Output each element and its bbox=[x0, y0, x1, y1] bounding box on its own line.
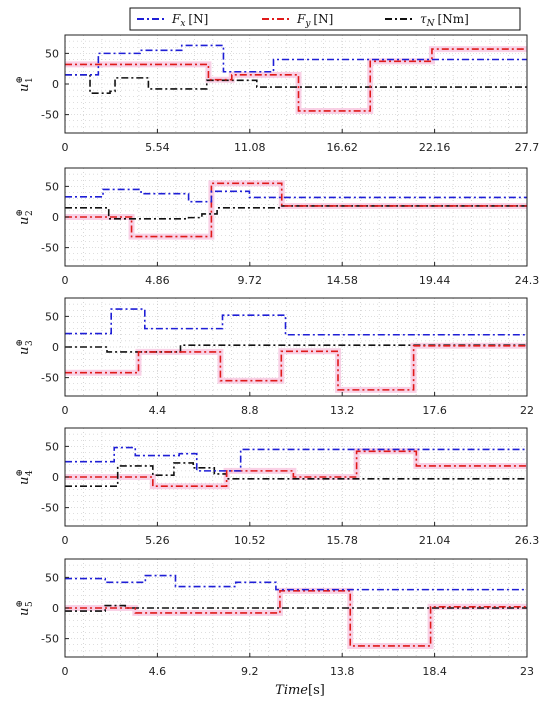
y-tick-label: 50 bbox=[45, 47, 59, 60]
series-line-fx bbox=[65, 188, 527, 203]
y-axis-label-sub: 4 bbox=[25, 470, 35, 476]
x-tick-label: 26.3 bbox=[515, 534, 540, 547]
series-line-tau bbox=[65, 74, 527, 94]
x-tick-label: 16.62 bbox=[326, 141, 358, 154]
series-line-tau bbox=[65, 344, 527, 353]
x-tick-label: 14.58 bbox=[326, 274, 358, 287]
y-tick-label: -50 bbox=[41, 502, 59, 515]
subplot-2: -50 0 50 0 4.86 9.72 14.58 19.44 24.3 u⊕2 bbox=[15, 167, 540, 287]
subplot-1: -50 0 50 0 5.54 11.08 16.62 22.16 27.7 u⊕1 bbox=[15, 34, 540, 154]
x-tick-label: 0 bbox=[62, 404, 69, 417]
x-tick-label: 27.7 bbox=[515, 141, 540, 154]
y-axis-label-sub: 2 bbox=[25, 210, 35, 216]
y-tick-label: -50 bbox=[41, 372, 59, 385]
y-axis-label-symbol: u bbox=[17, 217, 32, 225]
x-tick-label: 21.04 bbox=[419, 534, 451, 547]
legend-text-fx: Fx [N] bbox=[171, 12, 208, 29]
x-tick-label: 23 bbox=[520, 665, 534, 678]
x-tick-label: 18.4 bbox=[422, 665, 447, 678]
y-axis-label-sub: 3 bbox=[25, 340, 35, 346]
y-axis-label-symbol: u bbox=[17, 84, 32, 92]
x-tick-label: 0 bbox=[62, 534, 69, 547]
series-line-fy bbox=[65, 450, 527, 487]
x-tick-label: 8.8 bbox=[241, 404, 259, 417]
series-line-tau bbox=[65, 205, 527, 220]
y-tick-label: 0 bbox=[52, 602, 59, 615]
subplot-3: -50 0 50 0 4.4 8.8 13.2 17.6 22 u⊕3 bbox=[15, 297, 534, 417]
x-tick-label: 4.86 bbox=[145, 274, 170, 287]
y-tick-label: 0 bbox=[52, 471, 59, 484]
y-axis-label-sub: 1 bbox=[25, 77, 35, 83]
y-axis-label: u⊕1 bbox=[15, 76, 35, 92]
legend-entry-tau: τN [Nm] bbox=[385, 12, 469, 29]
legend-entry-fy: Fy [N] bbox=[262, 12, 333, 29]
y-tick-label: -50 bbox=[41, 109, 59, 122]
y-axis-label: u⊕4 bbox=[15, 469, 35, 485]
legend-text-tau: τN [Nm] bbox=[420, 12, 469, 29]
y-axis-label-symbol: u bbox=[17, 347, 32, 355]
x-tick-label: 19.44 bbox=[419, 274, 451, 287]
x-tick-label: 0 bbox=[62, 274, 69, 287]
x-tick-label: 4.4 bbox=[149, 404, 167, 417]
y-tick-label: -50 bbox=[41, 242, 59, 255]
x-tick-label: 10.52 bbox=[234, 534, 266, 547]
x-tick-label: 17.6 bbox=[422, 404, 447, 417]
x-tick-label: 4.6 bbox=[149, 665, 167, 678]
series-line-tau bbox=[65, 604, 527, 612]
x-tick-label: 0 bbox=[62, 141, 69, 154]
x-tick-label: 11.08 bbox=[234, 141, 266, 154]
x-tick-label: 22 bbox=[520, 404, 534, 417]
x-tick-label: 5.26 bbox=[145, 534, 170, 547]
series-line-tau bbox=[65, 462, 527, 487]
y-axis-label-sup: ⊕ bbox=[15, 209, 25, 217]
y-axis-label-sub: 5 bbox=[25, 601, 35, 607]
x-tick-label: 13.2 bbox=[330, 404, 355, 417]
y-axis-label: u⊕2 bbox=[15, 209, 35, 225]
x-tick-label: 24.3 bbox=[515, 274, 540, 287]
x-axis-title: Time[s] bbox=[275, 683, 325, 698]
y-axis-label: u⊕5 bbox=[15, 600, 35, 616]
x-tick-label: 9.2 bbox=[241, 665, 259, 678]
x-tick-label: 0 bbox=[62, 665, 69, 678]
y-tick-label: 50 bbox=[45, 310, 59, 323]
y-axis-label-sup: ⊕ bbox=[15, 600, 25, 608]
legend-entry-fx: Fx [N] bbox=[137, 12, 208, 29]
x-tick-label: 15.78 bbox=[326, 534, 358, 547]
series-line-fx bbox=[65, 446, 527, 472]
series-band-fy bbox=[65, 46, 527, 114]
y-tick-label: 50 bbox=[45, 571, 59, 584]
subplot-5: -50 0 50 0 4.6 9.2 13.8 18.4 23 u⊕5 bbox=[15, 558, 534, 678]
series-line-fy bbox=[65, 590, 527, 647]
y-axis-label-symbol: u bbox=[17, 608, 32, 616]
y-tick-label: 0 bbox=[52, 78, 59, 91]
x-tick-label: 5.54 bbox=[145, 141, 170, 154]
legend: Fx [N] Fy [N] τN [Nm] bbox=[129, 7, 521, 31]
series-line-fy bbox=[65, 344, 527, 391]
y-axis-label-sup: ⊕ bbox=[15, 469, 25, 477]
x-tick-label: 22.16 bbox=[419, 141, 451, 154]
series-line-fx bbox=[65, 308, 527, 336]
y-axis-label-symbol: u bbox=[17, 477, 32, 485]
y-tick-label: 0 bbox=[52, 341, 59, 354]
y-axis-label: u⊕3 bbox=[15, 339, 35, 355]
series-line-fx bbox=[65, 574, 527, 591]
y-tick-label: 50 bbox=[45, 180, 59, 193]
subplot-4: -50 0 50 0 5.26 10.52 15.78 21.04 26.3 u⊕4 bbox=[15, 427, 540, 547]
series-line-fy bbox=[65, 182, 527, 238]
x-tick-label: 13.8 bbox=[330, 665, 355, 678]
y-axis-label-sup: ⊕ bbox=[15, 76, 25, 84]
y-axis-label-sup: ⊕ bbox=[15, 339, 25, 347]
legend-text-fy: Fy [N] bbox=[296, 12, 333, 29]
series-line-fx bbox=[65, 44, 527, 76]
grid bbox=[64, 427, 528, 527]
y-tick-label: 50 bbox=[45, 440, 59, 453]
y-tick-label: 0 bbox=[52, 211, 59, 224]
y-tick-label: -50 bbox=[41, 633, 59, 646]
x-tick-label: 9.72 bbox=[238, 274, 263, 287]
